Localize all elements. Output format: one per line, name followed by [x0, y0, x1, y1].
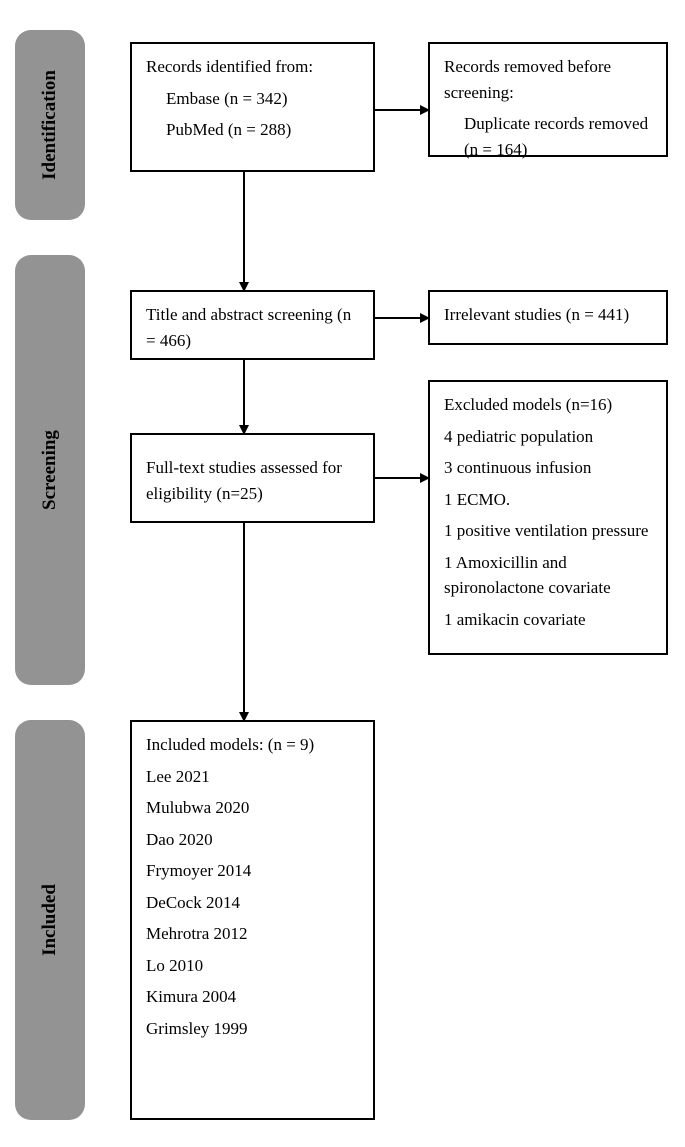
node-irrelevant: Irrelevant studies (n = 441): [428, 290, 668, 345]
included-models-item-3: Frymoyer 2014: [146, 858, 359, 884]
included-models-item-5: Mehrotra 2012: [146, 921, 359, 947]
excluded-header: Excluded models (n=16): [444, 392, 652, 418]
excluded-item-3: 1 positive ventilation pressure: [444, 518, 652, 544]
title-abstract-header: Title and abstract screening (n = 466): [146, 302, 359, 353]
phase-identification: Identification: [15, 30, 85, 220]
node-fulltext: Full-text studies assessed for eligibili…: [130, 433, 375, 523]
excluded-item-0: 4 pediatric population: [444, 424, 652, 450]
included-models-item-8: Grimsley 1999: [146, 1016, 359, 1042]
node-title-abstract: Title and abstract screening (n = 466): [130, 290, 375, 360]
records-identified-header: Records identified from:: [146, 54, 359, 80]
included-models-header: Included models: (n = 9): [146, 732, 359, 758]
phase-included-label: Included: [39, 884, 61, 956]
node-records-removed: Records removed before screening: Duplic…: [428, 42, 668, 157]
flowchart-canvas: Identification Screening Included Record…: [0, 0, 685, 1147]
records-removed-header: Records removed before screening:: [444, 54, 652, 105]
included-models-item-2: Dao 2020: [146, 827, 359, 853]
excluded-item-4: 1 Amoxicillin and spironolactone covaria…: [444, 550, 652, 601]
included-models-item-1: Mulubwa 2020: [146, 795, 359, 821]
excluded-item-1: 3 continuous infusion: [444, 455, 652, 481]
irrelevant-header: Irrelevant studies (n = 441): [444, 302, 652, 328]
records-identified-item-1: PubMed (n = 288): [146, 117, 359, 143]
node-included-models: Included models: (n = 9) Lee 2021 Mulubw…: [130, 720, 375, 1120]
node-records-identified: Records identified from: Embase (n = 342…: [130, 42, 375, 172]
phase-screening: Screening: [15, 255, 85, 685]
phase-included: Included: [15, 720, 85, 1120]
records-identified-item-0: Embase (n = 342): [146, 86, 359, 112]
excluded-item-5: 1 amikacin covariate: [444, 607, 652, 633]
node-excluded: Excluded models (n=16) 4 pediatric popul…: [428, 380, 668, 655]
excluded-item-2: 1 ECMO.: [444, 487, 652, 513]
fulltext-header: Full-text studies assessed for eligibili…: [146, 455, 359, 506]
included-models-item-4: DeCock 2014: [146, 890, 359, 916]
included-models-item-6: Lo 2010: [146, 953, 359, 979]
included-models-item-0: Lee 2021: [146, 764, 359, 790]
included-models-item-7: Kimura 2004: [146, 984, 359, 1010]
phase-screening-label: Screening: [39, 430, 61, 510]
phase-identification-label: Identification: [39, 70, 61, 180]
records-removed-item-0: Duplicate records removed (n = 164): [444, 111, 652, 162]
